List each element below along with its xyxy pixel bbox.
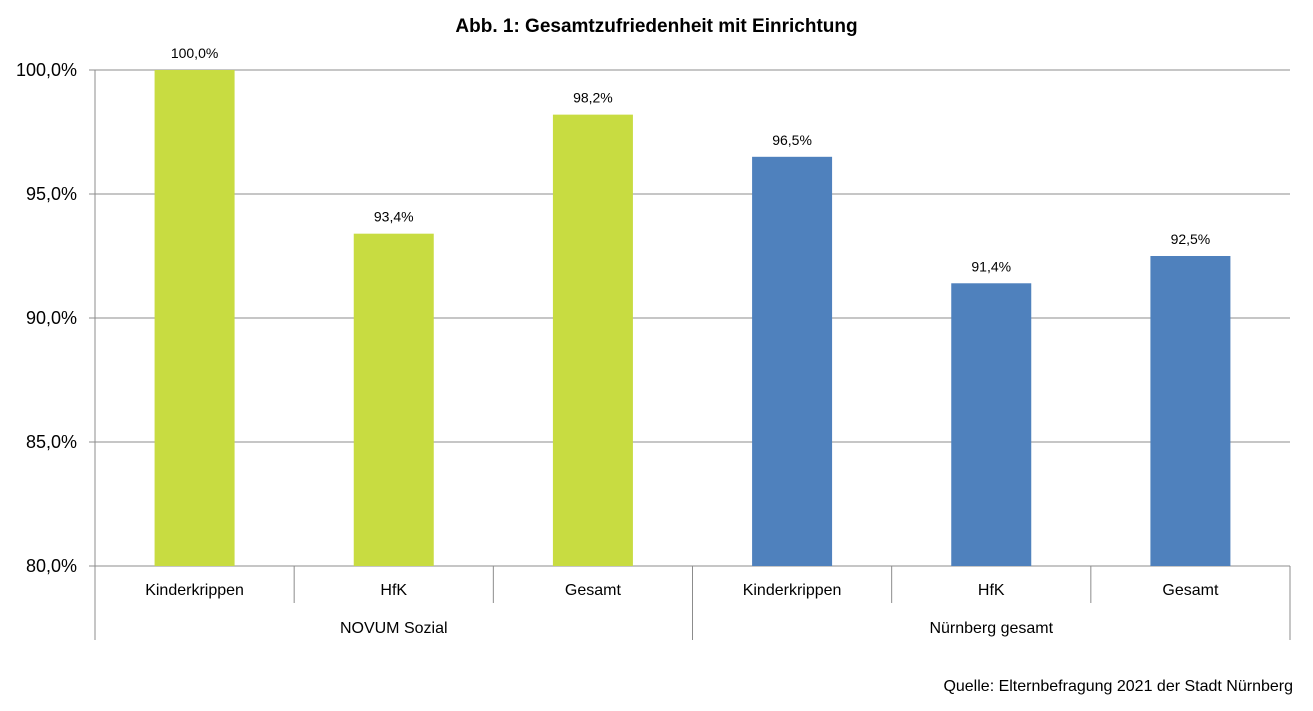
group-label: Nürnberg gesamt [929,620,1053,637]
data-label: 96,5% [772,132,812,148]
group-label: NOVUM Sozial [340,620,448,637]
bar [752,156,833,567]
category-label: Gesamt [1162,582,1219,599]
y-tick-label: 80,0% [26,556,77,576]
data-label: 93,4% [374,209,414,225]
y-tick-label: 100,0% [16,60,77,80]
y-tick-label: 95,0% [26,184,77,204]
bar [552,114,633,566]
bar [1150,256,1231,566]
data-label: 92,5% [1171,231,1211,247]
data-label: 100,0% [171,45,218,61]
category-label: Gesamt [565,582,622,599]
bar [951,283,1032,566]
y-tick-label: 90,0% [26,308,77,328]
bar [353,233,434,566]
data-label: 98,2% [573,90,613,106]
y-tick-label: 85,0% [26,432,77,452]
category-label: Kinderkrippen [145,582,244,599]
data-label: 91,4% [971,258,1011,274]
category-label: HfK [380,582,407,599]
bar [154,70,235,566]
category-label: Kinderkrippen [743,582,842,599]
category-label: HfK [978,582,1005,599]
chart-title: Abb. 1: Gesamtzufriedenheit mit Einricht… [455,16,858,37]
source-note: Quelle: Elternbefragung 2021 der Stadt N… [943,678,1293,695]
